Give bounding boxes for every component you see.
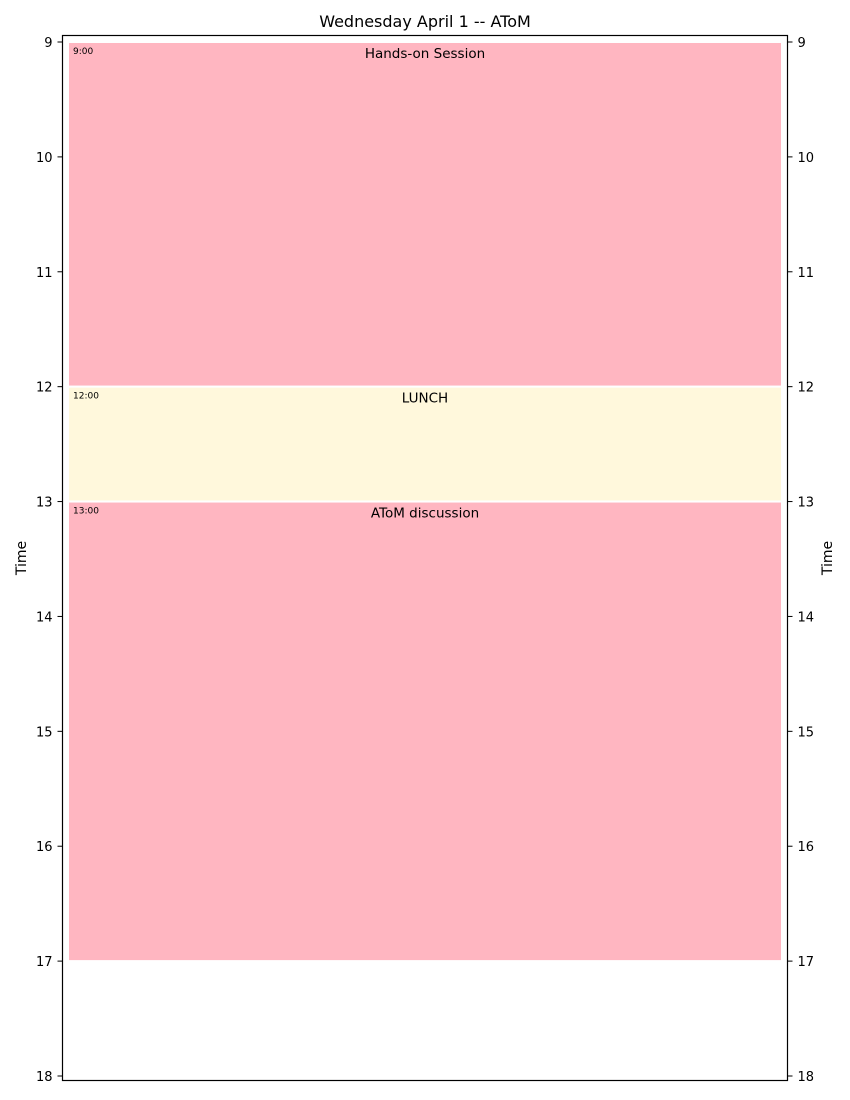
y-tick-label-left: 14	[36, 610, 53, 625]
y-tick-label-left: 10	[36, 151, 53, 166]
event-block	[67, 385, 783, 503]
y-tick-label-right: 15	[798, 725, 815, 740]
event-name-label: Hands-on Session	[365, 46, 485, 62]
event-start-label: 12:00	[73, 392, 99, 402]
ticks-layer: 9 9 10 10 11 11 12 12 13 13 14 14 15 15 16 16 17 17 18 18	[36, 36, 814, 1085]
event-block	[67, 500, 783, 963]
y-tick-label-right: 14	[798, 610, 815, 625]
y-tick-label-left: 17	[36, 955, 53, 970]
events-layer: 9:00 Hands-on Session 12:00 LUNCH 13:00 AToM …	[67, 41, 783, 963]
y-axis-label-left: Time	[14, 541, 30, 576]
y-tick-label-right: 11	[798, 266, 815, 281]
y-tick-label-left: 11	[36, 266, 53, 281]
y-tick-label-right: 18	[798, 1070, 815, 1085]
event-name-label: LUNCH	[402, 391, 448, 407]
event-block	[67, 41, 783, 388]
y-tick-label-right: 10	[798, 151, 815, 166]
y-tick-label-right: 12	[798, 381, 815, 396]
event-start-label: 9:00	[73, 47, 93, 57]
y-tick-label-left: 9	[44, 36, 52, 51]
y-tick-label-left: 13	[36, 496, 53, 511]
y-tick-label-left: 16	[36, 840, 53, 855]
y-tick-label-right: 9	[798, 36, 806, 51]
y-tick-label-right: 17	[798, 955, 815, 970]
y-tick-label-right: 16	[798, 840, 815, 855]
y-axis-label-right: Time	[820, 541, 836, 576]
y-tick-label-right: 13	[798, 496, 815, 511]
chart-title: Wednesday April 1 -- AToM	[319, 12, 531, 31]
event-name-label: AToM discussion	[371, 506, 479, 522]
y-tick-label-left: 18	[36, 1070, 53, 1085]
event-start-label: 13:00	[73, 507, 99, 517]
y-tick-label-left: 12	[36, 381, 53, 396]
plot-frame	[61, 34, 789, 1082]
y-tick-label-left: 15	[36, 725, 53, 740]
